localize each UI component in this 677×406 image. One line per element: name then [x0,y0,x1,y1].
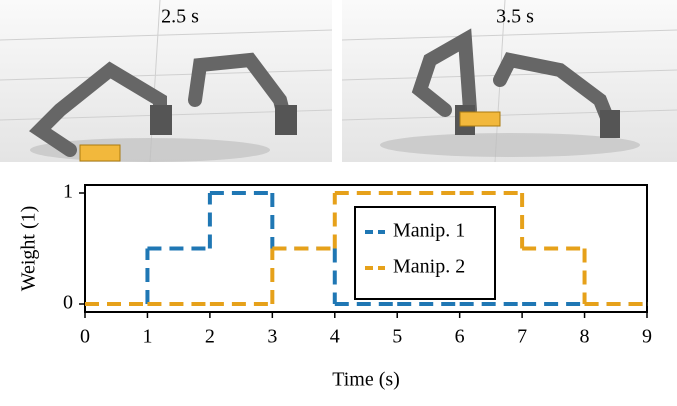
x-tick-label: 6 [455,326,465,348]
x-axis-label: Time (s) [332,369,400,391]
legend-frame [354,206,496,300]
x-tick-label: 2 [205,326,215,348]
y-tick-label: 1 [63,181,73,203]
x-tick-label: 5 [392,326,402,348]
render-panel: 3.5 s [341,0,677,163]
series [85,191,647,306]
plot-frame [84,184,648,313]
x-tick-label: 9 [642,326,652,348]
x-tick-label: 3 [267,326,277,348]
y-axis-label: Weight (1) [18,206,40,292]
render-panel: 2.5 s [0,0,333,163]
x-tick-label: 8 [580,326,590,348]
x-tick-label: 1 [142,326,152,348]
legend: Manip. 1 Manip. 2 [354,206,496,300]
panel-label: 3.5 s [496,6,534,28]
legend-label: Manip. 2 [393,256,465,278]
y-tick-label: 0 [63,292,73,314]
legend-label: Manip. 1 [393,220,465,242]
panel-label: 2.5 s [161,6,199,28]
x-tick-label: 4 [330,326,340,348]
x-tick-label: 7 [517,326,527,348]
x-tick-label: 0 [80,326,90,348]
